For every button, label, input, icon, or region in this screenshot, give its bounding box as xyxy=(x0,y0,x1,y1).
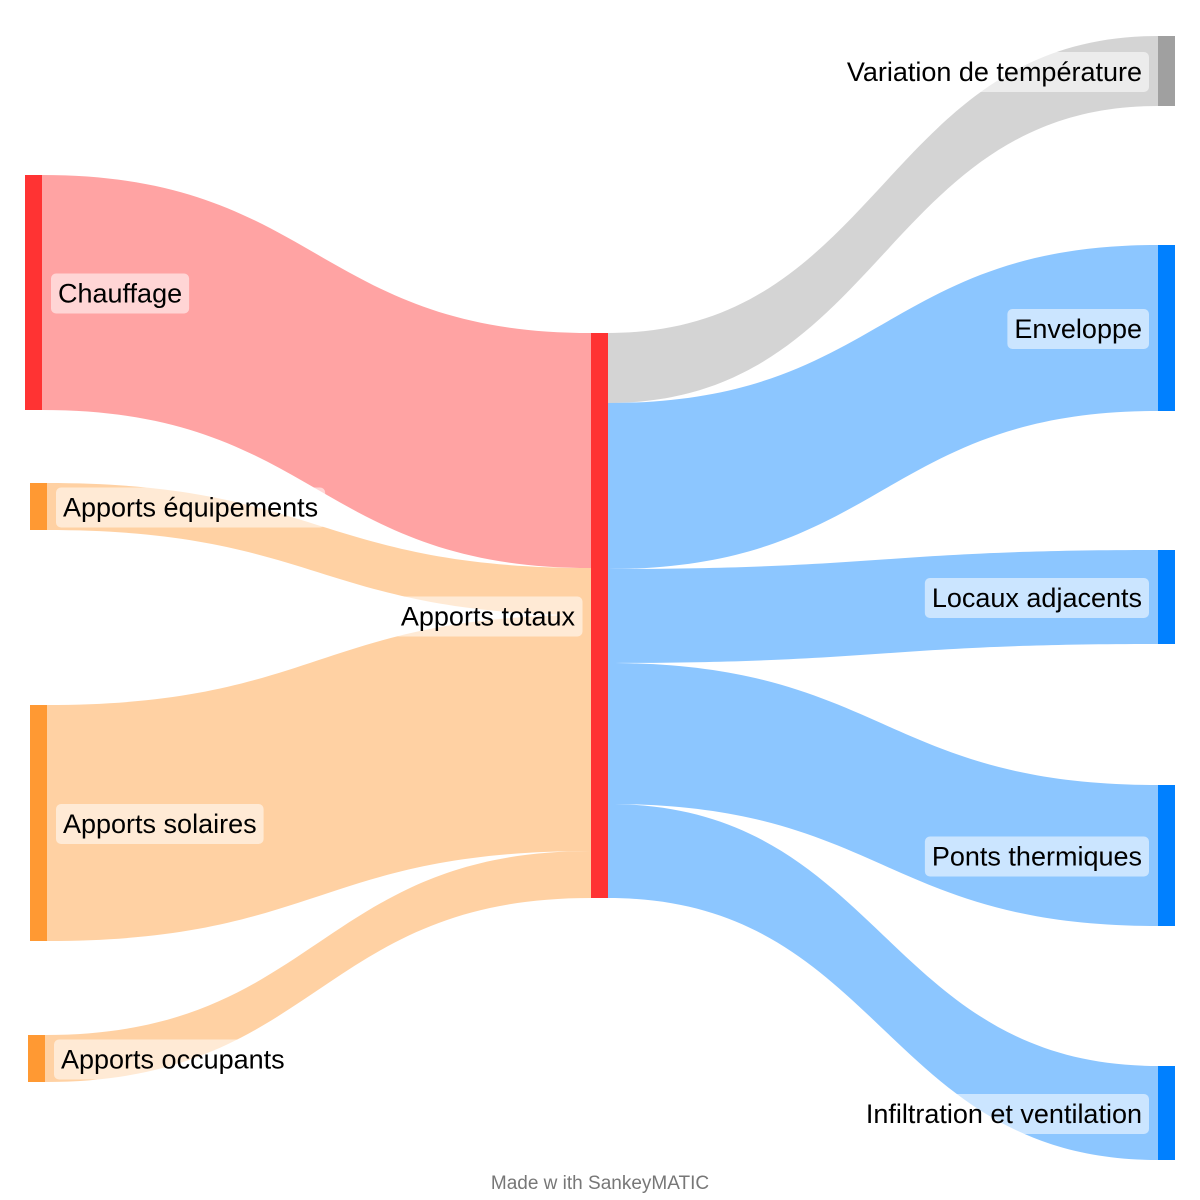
node-label-bg-locaux xyxy=(924,578,1149,618)
node-enveloppe xyxy=(1158,245,1175,411)
flow-occupants-to-totaux xyxy=(45,851,591,1082)
node-infiltration xyxy=(1158,1066,1175,1160)
node-totaux xyxy=(591,333,608,898)
node-label-variation: Variation de température xyxy=(847,57,1142,87)
node-solaires xyxy=(30,705,47,941)
node-label-enveloppe: Enveloppe xyxy=(1014,314,1142,344)
node-label-equipements: Apports équipements xyxy=(63,493,318,523)
labels-layer: Chauffage Apports équipements Apports sola… xyxy=(51,52,1149,1134)
node-label-bg-infiltration xyxy=(858,1094,1149,1134)
node-occupants xyxy=(28,1035,45,1082)
node-variation xyxy=(1158,36,1175,106)
node-label-bg-solaires xyxy=(56,804,264,844)
flow-chauffage-to-totaux xyxy=(42,175,591,568)
node-label-bg-ponts xyxy=(924,836,1149,877)
node-label-bg-equipements xyxy=(56,487,326,528)
node-label-solaires: Apports solaires xyxy=(63,809,257,839)
nodes-layer xyxy=(25,36,1175,1160)
node-label-bg-variation xyxy=(839,52,1149,92)
flow-solaires-to-totaux xyxy=(47,615,591,941)
node-label-bg-enveloppe xyxy=(1007,309,1149,349)
node-label-occupants: Apports occupants xyxy=(61,1045,285,1075)
credit-text: Made w ith SankeyMATIC xyxy=(491,1173,709,1194)
flow-totaux-to-variation xyxy=(608,36,1158,403)
node-label-bg-totaux xyxy=(393,596,583,637)
node-equipements xyxy=(30,483,47,530)
node-label-bg-chauffage xyxy=(51,273,190,314)
node-label-infiltration: Infiltration et ventilation xyxy=(866,1099,1142,1129)
node-label-totaux: Apports totaux xyxy=(401,602,576,632)
flow-totaux-to-enveloppe xyxy=(608,245,1158,569)
flow-totaux-to-infiltration xyxy=(608,804,1158,1160)
node-chauffage xyxy=(25,175,42,410)
node-label-locaux: Locaux adjacents xyxy=(932,583,1142,613)
node-locaux xyxy=(1158,550,1175,644)
node-label-chauffage: Chauffage xyxy=(58,279,182,309)
node-label-bg-occupants xyxy=(54,1039,292,1080)
node-ponts xyxy=(1158,785,1175,926)
node-label-ponts: Ponts thermiques xyxy=(932,842,1142,872)
